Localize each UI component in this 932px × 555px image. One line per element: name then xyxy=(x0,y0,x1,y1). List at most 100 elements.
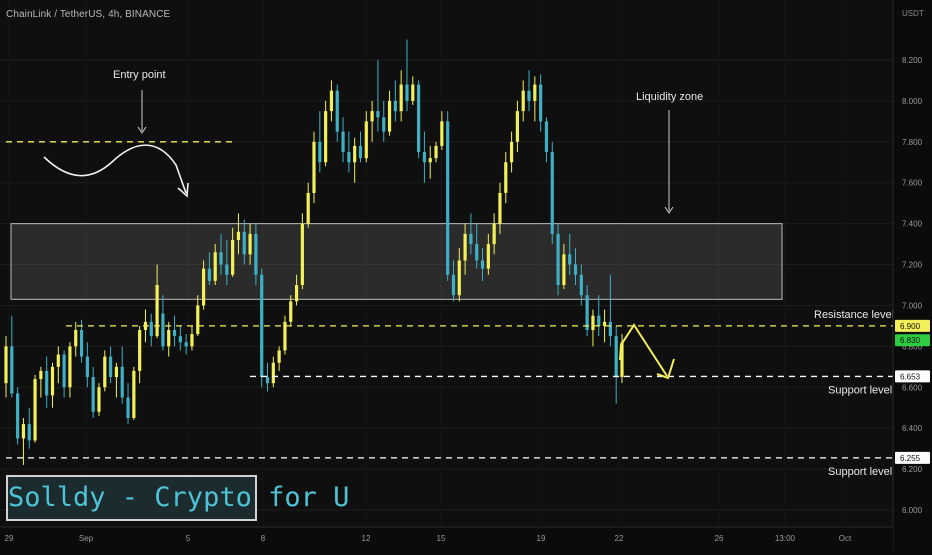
candle[interactable] xyxy=(79,319,84,363)
candle[interactable] xyxy=(50,362,55,408)
candle[interactable] xyxy=(376,60,380,132)
candle[interactable] xyxy=(283,315,287,355)
candle[interactable] xyxy=(10,315,14,398)
candle[interactable] xyxy=(97,383,101,416)
candle[interactable] xyxy=(486,233,490,275)
candle[interactable] xyxy=(138,325,142,384)
candle[interactable] xyxy=(172,315,177,347)
candle[interactable] xyxy=(231,227,235,277)
candle[interactable] xyxy=(178,325,182,351)
candle[interactable] xyxy=(475,223,479,269)
candle[interactable] xyxy=(527,70,531,112)
candle[interactable] xyxy=(608,274,612,347)
candle[interactable] xyxy=(324,100,328,167)
candle[interactable] xyxy=(33,375,37,443)
candle[interactable] xyxy=(306,182,310,228)
candle[interactable] xyxy=(399,70,403,122)
candle[interactable] xyxy=(353,137,357,183)
candle[interactable] xyxy=(533,76,537,122)
candle[interactable] xyxy=(312,131,316,204)
candle[interactable] xyxy=(56,346,60,384)
candle[interactable] xyxy=(300,213,304,290)
time-axis[interactable] xyxy=(0,527,893,550)
candle[interactable] xyxy=(109,346,113,384)
candle[interactable] xyxy=(515,100,519,153)
candle[interactable] xyxy=(492,213,496,255)
candle[interactable] xyxy=(318,111,322,173)
candle[interactable] xyxy=(103,350,107,392)
candle[interactable] xyxy=(602,309,607,343)
candle[interactable] xyxy=(568,233,572,275)
candle[interactable] xyxy=(184,334,188,355)
candle[interactable] xyxy=(126,383,130,425)
candle[interactable] xyxy=(417,80,421,159)
candle[interactable] xyxy=(260,268,264,388)
candle[interactable] xyxy=(573,248,578,285)
candle[interactable] xyxy=(294,274,299,306)
candle[interactable] xyxy=(370,100,374,142)
candle[interactable] xyxy=(225,240,229,285)
candle[interactable] xyxy=(597,295,601,337)
candle[interactable] xyxy=(132,366,136,420)
candle[interactable] xyxy=(120,346,124,404)
candle[interactable] xyxy=(242,219,246,265)
candle[interactable] xyxy=(248,223,252,265)
candle[interactable] xyxy=(364,111,368,163)
candle[interactable] xyxy=(498,182,502,234)
candle[interactable] xyxy=(85,342,89,388)
candle[interactable] xyxy=(428,145,432,179)
candle[interactable] xyxy=(440,111,444,150)
candle[interactable] xyxy=(329,80,334,122)
candle[interactable] xyxy=(74,321,78,357)
candle[interactable] xyxy=(91,366,95,418)
candle[interactable] xyxy=(544,117,549,163)
candle[interactable] xyxy=(190,325,194,351)
candle[interactable] xyxy=(434,141,438,163)
candle[interactable] xyxy=(21,417,26,465)
candle[interactable] xyxy=(382,100,386,142)
candle[interactable] xyxy=(236,213,241,255)
candle[interactable] xyxy=(16,387,20,445)
candle[interactable] xyxy=(451,260,456,302)
candle[interactable] xyxy=(68,342,72,398)
candle[interactable] xyxy=(45,356,49,408)
candle[interactable] xyxy=(254,223,258,285)
candle[interactable] xyxy=(196,295,200,337)
candle[interactable] xyxy=(457,248,461,302)
candle[interactable] xyxy=(207,252,211,285)
candle[interactable] xyxy=(550,141,554,245)
candle[interactable] xyxy=(167,321,171,357)
candle[interactable] xyxy=(509,131,514,173)
candle[interactable] xyxy=(614,325,618,404)
candle[interactable] xyxy=(591,309,595,347)
candle[interactable] xyxy=(149,313,153,347)
candle[interactable] xyxy=(341,117,345,163)
candle[interactable] xyxy=(504,152,508,204)
candle[interactable] xyxy=(579,264,583,306)
candle[interactable] xyxy=(469,213,473,255)
candle[interactable] xyxy=(219,233,223,275)
candle[interactable] xyxy=(562,244,566,290)
candle[interactable] xyxy=(27,407,31,449)
candle[interactable] xyxy=(539,74,543,132)
candle[interactable] xyxy=(463,223,467,275)
candle[interactable] xyxy=(289,295,293,326)
candle[interactable] xyxy=(446,111,450,281)
candle[interactable] xyxy=(347,131,351,173)
candle[interactable] xyxy=(521,80,525,122)
candle[interactable] xyxy=(271,356,275,388)
candle[interactable] xyxy=(62,350,66,398)
candle[interactable] xyxy=(114,362,119,398)
candle[interactable] xyxy=(556,223,560,296)
liquidity-zone-box[interactable] xyxy=(10,223,783,300)
candle[interactable] xyxy=(265,362,270,392)
candle[interactable] xyxy=(201,260,206,310)
candle[interactable] xyxy=(393,80,397,122)
candle[interactable] xyxy=(213,244,217,285)
candle[interactable] xyxy=(39,366,43,398)
candle[interactable] xyxy=(480,248,485,281)
candle[interactable] xyxy=(335,84,339,142)
candle[interactable] xyxy=(358,131,363,163)
